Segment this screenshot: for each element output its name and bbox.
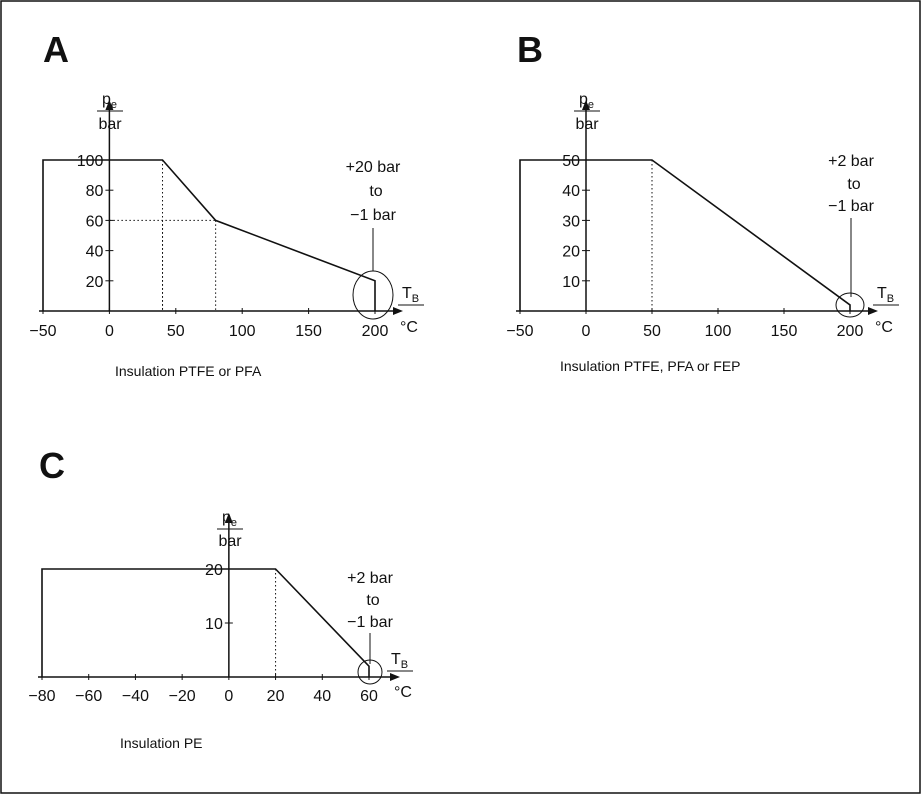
y-tick-label: 50	[562, 153, 580, 170]
panel-letter: A	[43, 29, 69, 70]
y-tick-label: 100	[77, 153, 104, 170]
x-tick-label: 0	[224, 688, 233, 705]
y-tick-label: 20	[86, 274, 104, 291]
x-axis-unit: °C	[394, 684, 412, 701]
y-axis-unit: bar	[575, 116, 599, 133]
x-tick-label: 50	[167, 323, 185, 340]
y-axis-label-sub: e	[588, 99, 594, 111]
x-tick-label: −50	[506, 323, 533, 340]
y-axis-arrow	[582, 100, 590, 110]
x-tick-label: 150	[771, 323, 798, 340]
caption: Insulation PTFE, PFA or FEP	[560, 358, 741, 374]
x-tick-label: −80	[28, 688, 55, 705]
panel-letter: B	[517, 29, 543, 70]
annotation-text: to	[366, 592, 379, 609]
x-axis-label-sub: B	[887, 293, 894, 305]
annotation-text: −1 bar	[347, 614, 393, 631]
panel-letter: C	[39, 445, 65, 486]
x-tick-label: 40	[313, 688, 331, 705]
x-axis-label-sub: B	[401, 659, 408, 671]
y-tick-label: 20	[205, 562, 223, 579]
caption: Insulation PE	[120, 735, 203, 751]
annotation-text: +20 bar	[346, 159, 401, 176]
annotation-text: to	[369, 183, 382, 200]
x-tick-label: 150	[295, 323, 322, 340]
x-tick-label: −40	[122, 688, 149, 705]
x-tick-label: 200	[362, 323, 389, 340]
x-tick-label: 200	[837, 323, 864, 340]
y-axis-arrow	[224, 513, 233, 523]
x-tick-label: 0	[105, 323, 114, 340]
x-axis-arrow	[390, 673, 400, 681]
series-line	[519, 159, 851, 311]
y-axis-unit: bar	[218, 533, 242, 550]
y-axis-label-sub: e	[111, 99, 117, 111]
x-axis-label-sub: B	[412, 293, 419, 305]
x-tick-label: −60	[75, 688, 102, 705]
annotation-text: +2 bar	[828, 153, 874, 170]
x-tick-label: −50	[29, 323, 56, 340]
x-tick-label: 50	[643, 323, 661, 340]
x-axis-arrow	[868, 307, 878, 315]
x-tick-label: 60	[360, 688, 378, 705]
y-axis-arrow	[105, 100, 114, 110]
x-tick-label: −20	[169, 688, 196, 705]
annotation-text: +2 bar	[347, 570, 393, 587]
y-tick-label: 40	[86, 244, 104, 261]
caption: Insulation PTFE or PFA	[115, 363, 262, 379]
series-line	[41, 568, 370, 677]
x-tick-label: 20	[267, 688, 285, 705]
annotation-text: to	[847, 176, 860, 193]
y-tick-label: 40	[562, 183, 580, 200]
x-tick-label: 100	[229, 323, 256, 340]
y-tick-label: 20	[562, 244, 580, 261]
x-tick-label: 100	[705, 323, 732, 340]
annotation-text: −1 bar	[350, 207, 396, 224]
x-axis-unit: °C	[875, 319, 893, 336]
x-tick-label: 0	[582, 323, 591, 340]
y-tick-label: 10	[562, 274, 580, 291]
y-tick-label: 10	[205, 616, 223, 633]
chart-panel-a: A−50 0 50 100 150 20020406080100pebarTB°C+20 …	[29, 29, 424, 379]
y-tick-label: 60	[86, 213, 104, 230]
annotation-text: −1 bar	[828, 198, 874, 215]
series-line	[42, 159, 376, 311]
y-axis-label-sub: e	[231, 517, 237, 529]
x-axis-arrow	[393, 307, 403, 315]
y-axis-unit: bar	[98, 116, 122, 133]
y-tick-label: 30	[562, 213, 580, 230]
x-axis-unit: °C	[400, 319, 418, 336]
y-tick-label: 80	[86, 183, 104, 200]
highlight-circle	[835, 292, 865, 318]
